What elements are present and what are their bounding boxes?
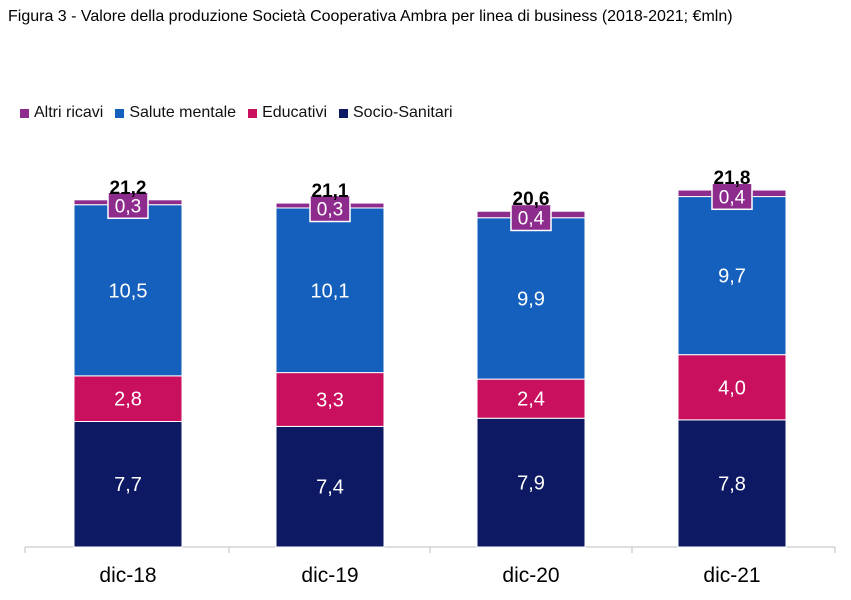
data-label: 7,7 (114, 474, 142, 496)
bar-segment (73, 204, 183, 377)
data-label-box (309, 194, 351, 223)
bar-segment (476, 417, 586, 548)
data-label: 0,4 (518, 208, 545, 229)
bar-segment (275, 425, 385, 548)
data-label: 0,3 (115, 196, 141, 217)
x-tick-label: dic-21 (703, 564, 760, 587)
data-label: 7,4 (316, 477, 344, 499)
total-label: 20,6 (513, 189, 550, 210)
legend-item-altri-ricavi: Altri ricavi (20, 104, 103, 122)
data-label: 10,1 (311, 280, 350, 302)
bar-segment (73, 375, 183, 422)
data-label: 7,9 (517, 473, 545, 495)
data-label-box (711, 182, 753, 211)
data-label: 10,5 (109, 280, 148, 302)
total-label: 21,2 (110, 178, 147, 199)
legend: Altri ricavi Salute mentale Educativi So… (20, 104, 453, 122)
data-label: 2,4 (517, 389, 545, 411)
bar-segment (677, 419, 787, 548)
legend-item-socio-sanitari: Socio-Sanitari (339, 104, 453, 122)
data-label: 0,4 (719, 187, 746, 208)
x-tick-label: dic-20 (502, 564, 559, 587)
bar-segment (275, 372, 385, 427)
bar-segment (476, 217, 586, 380)
bar-segment (476, 378, 586, 419)
bar-segment (677, 196, 787, 356)
legend-swatch-altri-ricavi (20, 108, 29, 118)
legend-label-socio-sanitari: Socio-Sanitari (353, 104, 453, 121)
total-label: 21,8 (714, 168, 751, 189)
data-label: 9,7 (718, 266, 746, 288)
data-label: 0,3 (317, 200, 343, 221)
data-label-box (510, 203, 552, 232)
data-label-box (107, 191, 149, 220)
legend-item-salute-mentale: Salute mentale (115, 104, 236, 122)
x-tick-label: dic-19 (301, 564, 358, 587)
x-tick-label: dic-18 (99, 564, 156, 587)
legend-label-educativi: Educativi (262, 104, 327, 121)
data-label: 7,8 (718, 473, 746, 495)
total-label: 21,1 (312, 181, 349, 202)
legend-swatch-educativi (248, 108, 258, 118)
legend-label-altri-ricavi: Altri ricavi (34, 104, 104, 121)
data-label: 2,8 (114, 389, 142, 411)
bar-segment (73, 420, 183, 548)
data-label: 4,0 (718, 377, 746, 399)
legend-swatch-socio-sanitari (339, 108, 348, 118)
bar-segment (275, 207, 385, 374)
data-label: 3,3 (316, 389, 344, 411)
legend-label-salute-mentale: Salute mentale (129, 104, 237, 121)
chart-title: Figura 3 - Valore della produzione Socie… (8, 8, 733, 25)
data-label: 9,9 (517, 288, 545, 310)
legend-swatch-salute-mentale (115, 108, 125, 118)
bar-segment (677, 354, 787, 421)
legend-item-educativi: Educativi (248, 104, 327, 122)
